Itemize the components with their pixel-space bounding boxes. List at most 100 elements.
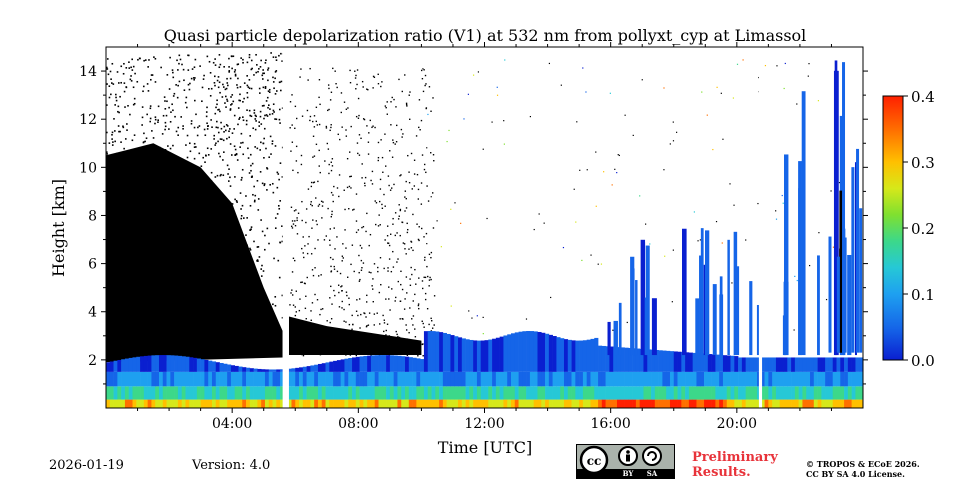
noise-pixel — [372, 353, 374, 355]
noise-pixel — [233, 259, 235, 261]
noise-pixel — [218, 152, 220, 155]
aerosol-cell — [450, 399, 455, 408]
noise-pixel — [228, 57, 230, 60]
noise-pixel — [154, 122, 156, 125]
noise-pixel — [225, 106, 227, 108]
noise-pixel — [360, 269, 363, 271]
noise-pixel — [118, 163, 120, 166]
noise-pixel — [331, 165, 334, 167]
noise-pixel — [341, 255, 344, 257]
noise-pixel — [600, 263, 603, 265]
noise-pixel — [388, 298, 390, 300]
noise-pixel — [405, 276, 408, 278]
noise-pixel — [367, 341, 369, 344]
noise-pixel — [119, 353, 122, 356]
noise-pixel — [297, 344, 300, 347]
noise-pixel — [274, 145, 277, 147]
aerosol-cell — [571, 386, 576, 400]
noise-pixel — [423, 236, 425, 238]
aerosol-cell — [185, 386, 190, 400]
aerosol-cell — [666, 350, 671, 372]
aerosol-cell — [291, 368, 296, 372]
noise-pixel — [397, 218, 400, 220]
noise-pixel — [384, 105, 387, 107]
noise-pixel — [351, 328, 353, 330]
noise-pixel — [626, 321, 628, 324]
noise-pixel — [210, 352, 212, 355]
aerosol-cell — [310, 399, 315, 408]
noise-pixel — [311, 336, 313, 338]
noise-pixel — [108, 85, 111, 87]
noise-pixel — [231, 94, 234, 96]
aerosol-cell — [821, 371, 826, 387]
noise-pixel — [157, 105, 160, 108]
aerosol-cell — [810, 357, 815, 372]
noise-pixel — [417, 238, 420, 241]
noise-pixel — [209, 94, 212, 97]
aerosol-cell — [798, 386, 803, 400]
noise-pixel — [775, 210, 777, 212]
noise-pixel — [120, 278, 122, 281]
noise-pixel — [395, 330, 397, 333]
aerosol-cell — [454, 336, 459, 372]
noise-pixel — [143, 132, 145, 135]
noise-pixel — [220, 173, 222, 176]
noise-pixel — [137, 217, 140, 219]
aerosol-cell — [719, 354, 724, 372]
noise-pixel — [421, 320, 423, 322]
aerosol-cell — [514, 386, 519, 400]
aerosol-cell — [287, 386, 292, 400]
noise-pixel — [450, 208, 452, 210]
aerosol-cell — [143, 355, 148, 372]
preliminary-note: Preliminary Results. — [692, 450, 778, 480]
noise-pixel — [239, 86, 242, 88]
noise-pixel — [126, 252, 128, 255]
colorbar-axis: 0.00.10.20.30.4 — [903, 88, 935, 370]
noise-pixel — [184, 173, 187, 176]
noise-pixel — [355, 354, 358, 357]
noise-pixel — [214, 64, 217, 66]
aerosol-cell — [253, 399, 258, 408]
aerosol-cell — [715, 354, 720, 372]
noise-pixel — [300, 163, 303, 166]
noise-pixel — [110, 78, 112, 80]
data-gap — [282, 47, 289, 408]
aerosol-cell — [840, 399, 845, 408]
aerosol-cell — [730, 371, 735, 387]
noise-pixel — [217, 86, 220, 89]
noise-pixel — [334, 347, 336, 349]
noise-pixel — [129, 78, 132, 81]
noise-pixel — [676, 131, 678, 133]
aerosol-cell — [121, 399, 126, 408]
aerosol-cell — [166, 386, 171, 400]
noise-pixel — [140, 327, 143, 330]
noise-pixel — [239, 93, 241, 96]
noise-pixel — [328, 87, 330, 90]
aerosol-cell — [510, 386, 516, 400]
noise-pixel — [330, 169, 333, 172]
aerosol-cell — [741, 357, 746, 372]
noise-pixel — [431, 320, 433, 322]
noise-pixel — [463, 118, 465, 120]
aerosol-cell — [374, 386, 379, 400]
noise-pixel — [371, 285, 373, 287]
aerosol-cell — [295, 367, 300, 372]
noise-pixel — [138, 149, 141, 152]
noise-pixel — [179, 286, 181, 289]
noise-pixel — [618, 154, 620, 157]
noise-pixel — [356, 142, 359, 144]
aerosol-cell — [140, 399, 145, 408]
aerosol-cell — [806, 386, 811, 400]
cloud-streak — [640, 239, 646, 356]
aerosol-cell — [204, 399, 209, 408]
noise-pixel — [219, 174, 222, 177]
noise-pixel — [401, 318, 403, 320]
noise-pixel — [213, 138, 215, 140]
aerosol-cell — [488, 386, 493, 400]
noise-pixel — [426, 147, 428, 149]
noise-pixel — [206, 147, 209, 150]
noise-pixel — [310, 332, 313, 335]
noise-pixel — [159, 206, 162, 208]
noise-pixel — [377, 83, 380, 85]
aerosol-cell — [219, 371, 224, 387]
